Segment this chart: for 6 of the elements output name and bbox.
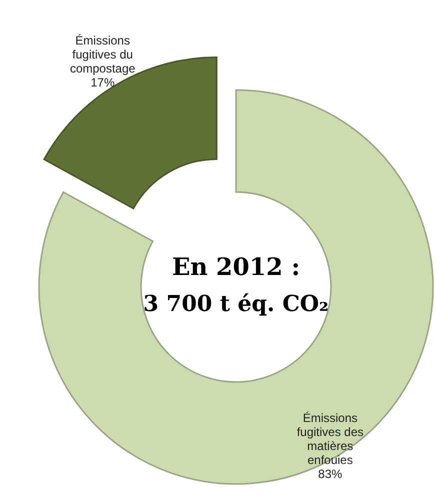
slice-label: Émissions fugitives des matières enfouies — [296, 411, 364, 468]
text: En 2012 : — [172, 252, 300, 281]
text: 3 700 t éq. CO₂ — [143, 291, 329, 317]
slice-label: Émissions fugitives du compostage — [70, 33, 136, 76]
data-label: 83% — [318, 467, 343, 482]
data-label: 17% — [90, 75, 115, 90]
